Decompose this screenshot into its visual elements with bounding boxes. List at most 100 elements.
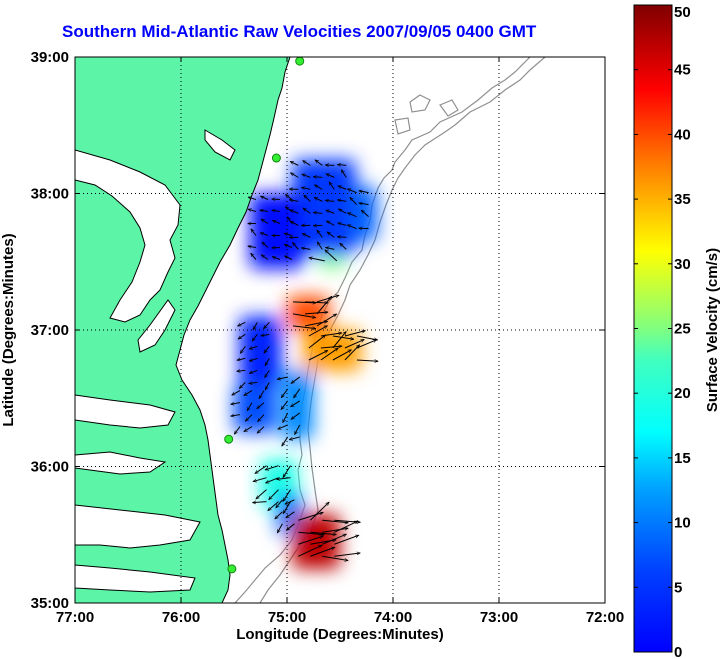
- radar-station-marker: [295, 57, 305, 66]
- colorbar-tick-label: 40: [674, 126, 691, 143]
- velocity-vector: [289, 200, 299, 202]
- velocity-region: [249, 193, 303, 269]
- y-tick-label: 39:00: [31, 49, 69, 66]
- velocity-vector: [286, 511, 295, 519]
- colorbar-tick-label: 0: [674, 644, 682, 659]
- velocity-vector: [320, 333, 342, 337]
- velocity-vector: [361, 210, 369, 218]
- velocity-vector: [290, 220, 299, 226]
- velocity-vector: [293, 388, 301, 398]
- colorbar-title: Surface Velocity (cm/s): [704, 248, 721, 412]
- velocity-vector: [261, 254, 269, 260]
- velocity-vector: [277, 376, 288, 379]
- velocity-vector: [301, 248, 311, 250]
- x-tick-label: 77:00: [56, 609, 94, 626]
- colorbar-tick-label: 10: [674, 515, 691, 532]
- velocity-vector: [347, 224, 357, 230]
- velocity-vector: [359, 203, 369, 205]
- velocity-vector: [244, 390, 253, 396]
- velocity-vector: [315, 160, 323, 166]
- velocity-vector: [244, 426, 253, 433]
- velocity-vector: [320, 346, 342, 349]
- velocity-vector: [272, 210, 280, 211]
- velocity-vector: [285, 195, 293, 200]
- velocity-vector: [294, 424, 301, 435]
- velocity-vector: [298, 531, 324, 535]
- velocity-vector: [264, 370, 270, 377]
- velocity-vector: [292, 313, 316, 318]
- colorbar-tick-label: 5: [674, 579, 682, 596]
- x-tick-label: 73:00: [480, 609, 518, 626]
- velocity-vector: [304, 312, 328, 315]
- velocity-vector: [264, 382, 270, 390]
- x-tick-label: 72:00: [586, 609, 624, 626]
- velocity-vector: [326, 220, 335, 226]
- velocity-region: [350, 186, 378, 242]
- velocity-vector: [359, 191, 369, 193]
- velocity-vector: [261, 334, 270, 336]
- velocity-vector: [316, 313, 337, 327]
- velocity-vector: [325, 250, 338, 262]
- velocity-vector: [310, 547, 335, 557]
- velocity-vector: [253, 502, 267, 503]
- velocity-vector: [316, 242, 323, 250]
- velocity-region: [281, 370, 314, 440]
- colorbar-tick-label: 45: [674, 62, 691, 79]
- velocity-vector: [237, 370, 246, 371]
- velocity-vector: [249, 369, 258, 373]
- colorbar-tick-label: 35: [674, 191, 691, 208]
- velocity-vector: [298, 544, 322, 557]
- velocity-vector: [322, 519, 348, 523]
- colorbar-tick-label: 25: [674, 321, 691, 338]
- velocity-vector: [258, 390, 265, 399]
- velocity-vector: [302, 232, 311, 238]
- velocity-vector: [289, 436, 300, 440]
- velocity-vector: [292, 302, 316, 303]
- velocity-vector: [313, 212, 323, 213]
- velocity-vector: [332, 349, 352, 361]
- velocity-vector: [252, 334, 258, 341]
- velocity-vector: [308, 335, 326, 349]
- velocity-vector: [310, 531, 336, 534]
- velocity-vector: [275, 511, 283, 519]
- velocity-vector: [314, 197, 323, 202]
- velocity-vector: [337, 237, 347, 238]
- velocity-vector: [347, 188, 357, 194]
- velocity-region: [287, 295, 330, 330]
- velocity-vector: [246, 402, 253, 411]
- velocity-vector: [245, 414, 253, 422]
- velocity-vector: [285, 206, 293, 212]
- velocity-vector: [257, 402, 265, 409]
- velocity-vector: [301, 187, 311, 189]
- velocity-vector: [257, 426, 265, 434]
- velocity-vector: [239, 382, 246, 388]
- velocity-vector: [272, 257, 281, 260]
- velocity-vector: [285, 255, 293, 260]
- velocity-vector: [332, 335, 354, 339]
- velocity-vector: [286, 217, 293, 224]
- velocity-vector: [282, 412, 289, 423]
- velocity-vector: [282, 489, 291, 502]
- velocity-vector: [326, 210, 335, 214]
- velocity-vector: [284, 233, 293, 235]
- velocity-vector: [298, 536, 323, 545]
- velocity-vector: [340, 170, 347, 178]
- velocity-vector: [238, 321, 246, 327]
- velocity-vector: [309, 502, 329, 521]
- velocity-vector: [239, 346, 246, 353]
- radar-station-marker: [271, 153, 281, 163]
- velocity-vector: [303, 208, 311, 214]
- velocity-vector: [276, 523, 283, 533]
- x-tick-label: 75:00: [268, 609, 306, 626]
- velocity-vector: [260, 233, 269, 236]
- y-tick-label: 37:00: [31, 322, 69, 339]
- velocity-vector: [344, 345, 360, 361]
- velocity-vector: [253, 477, 267, 482]
- velocity-vector: [251, 229, 257, 236]
- velocity-vector: [356, 335, 378, 340]
- velocity-vector: [356, 339, 377, 349]
- velocity-vector: [260, 195, 269, 200]
- velocity-vectors: [231, 160, 378, 561]
- velocity-vector: [231, 403, 241, 405]
